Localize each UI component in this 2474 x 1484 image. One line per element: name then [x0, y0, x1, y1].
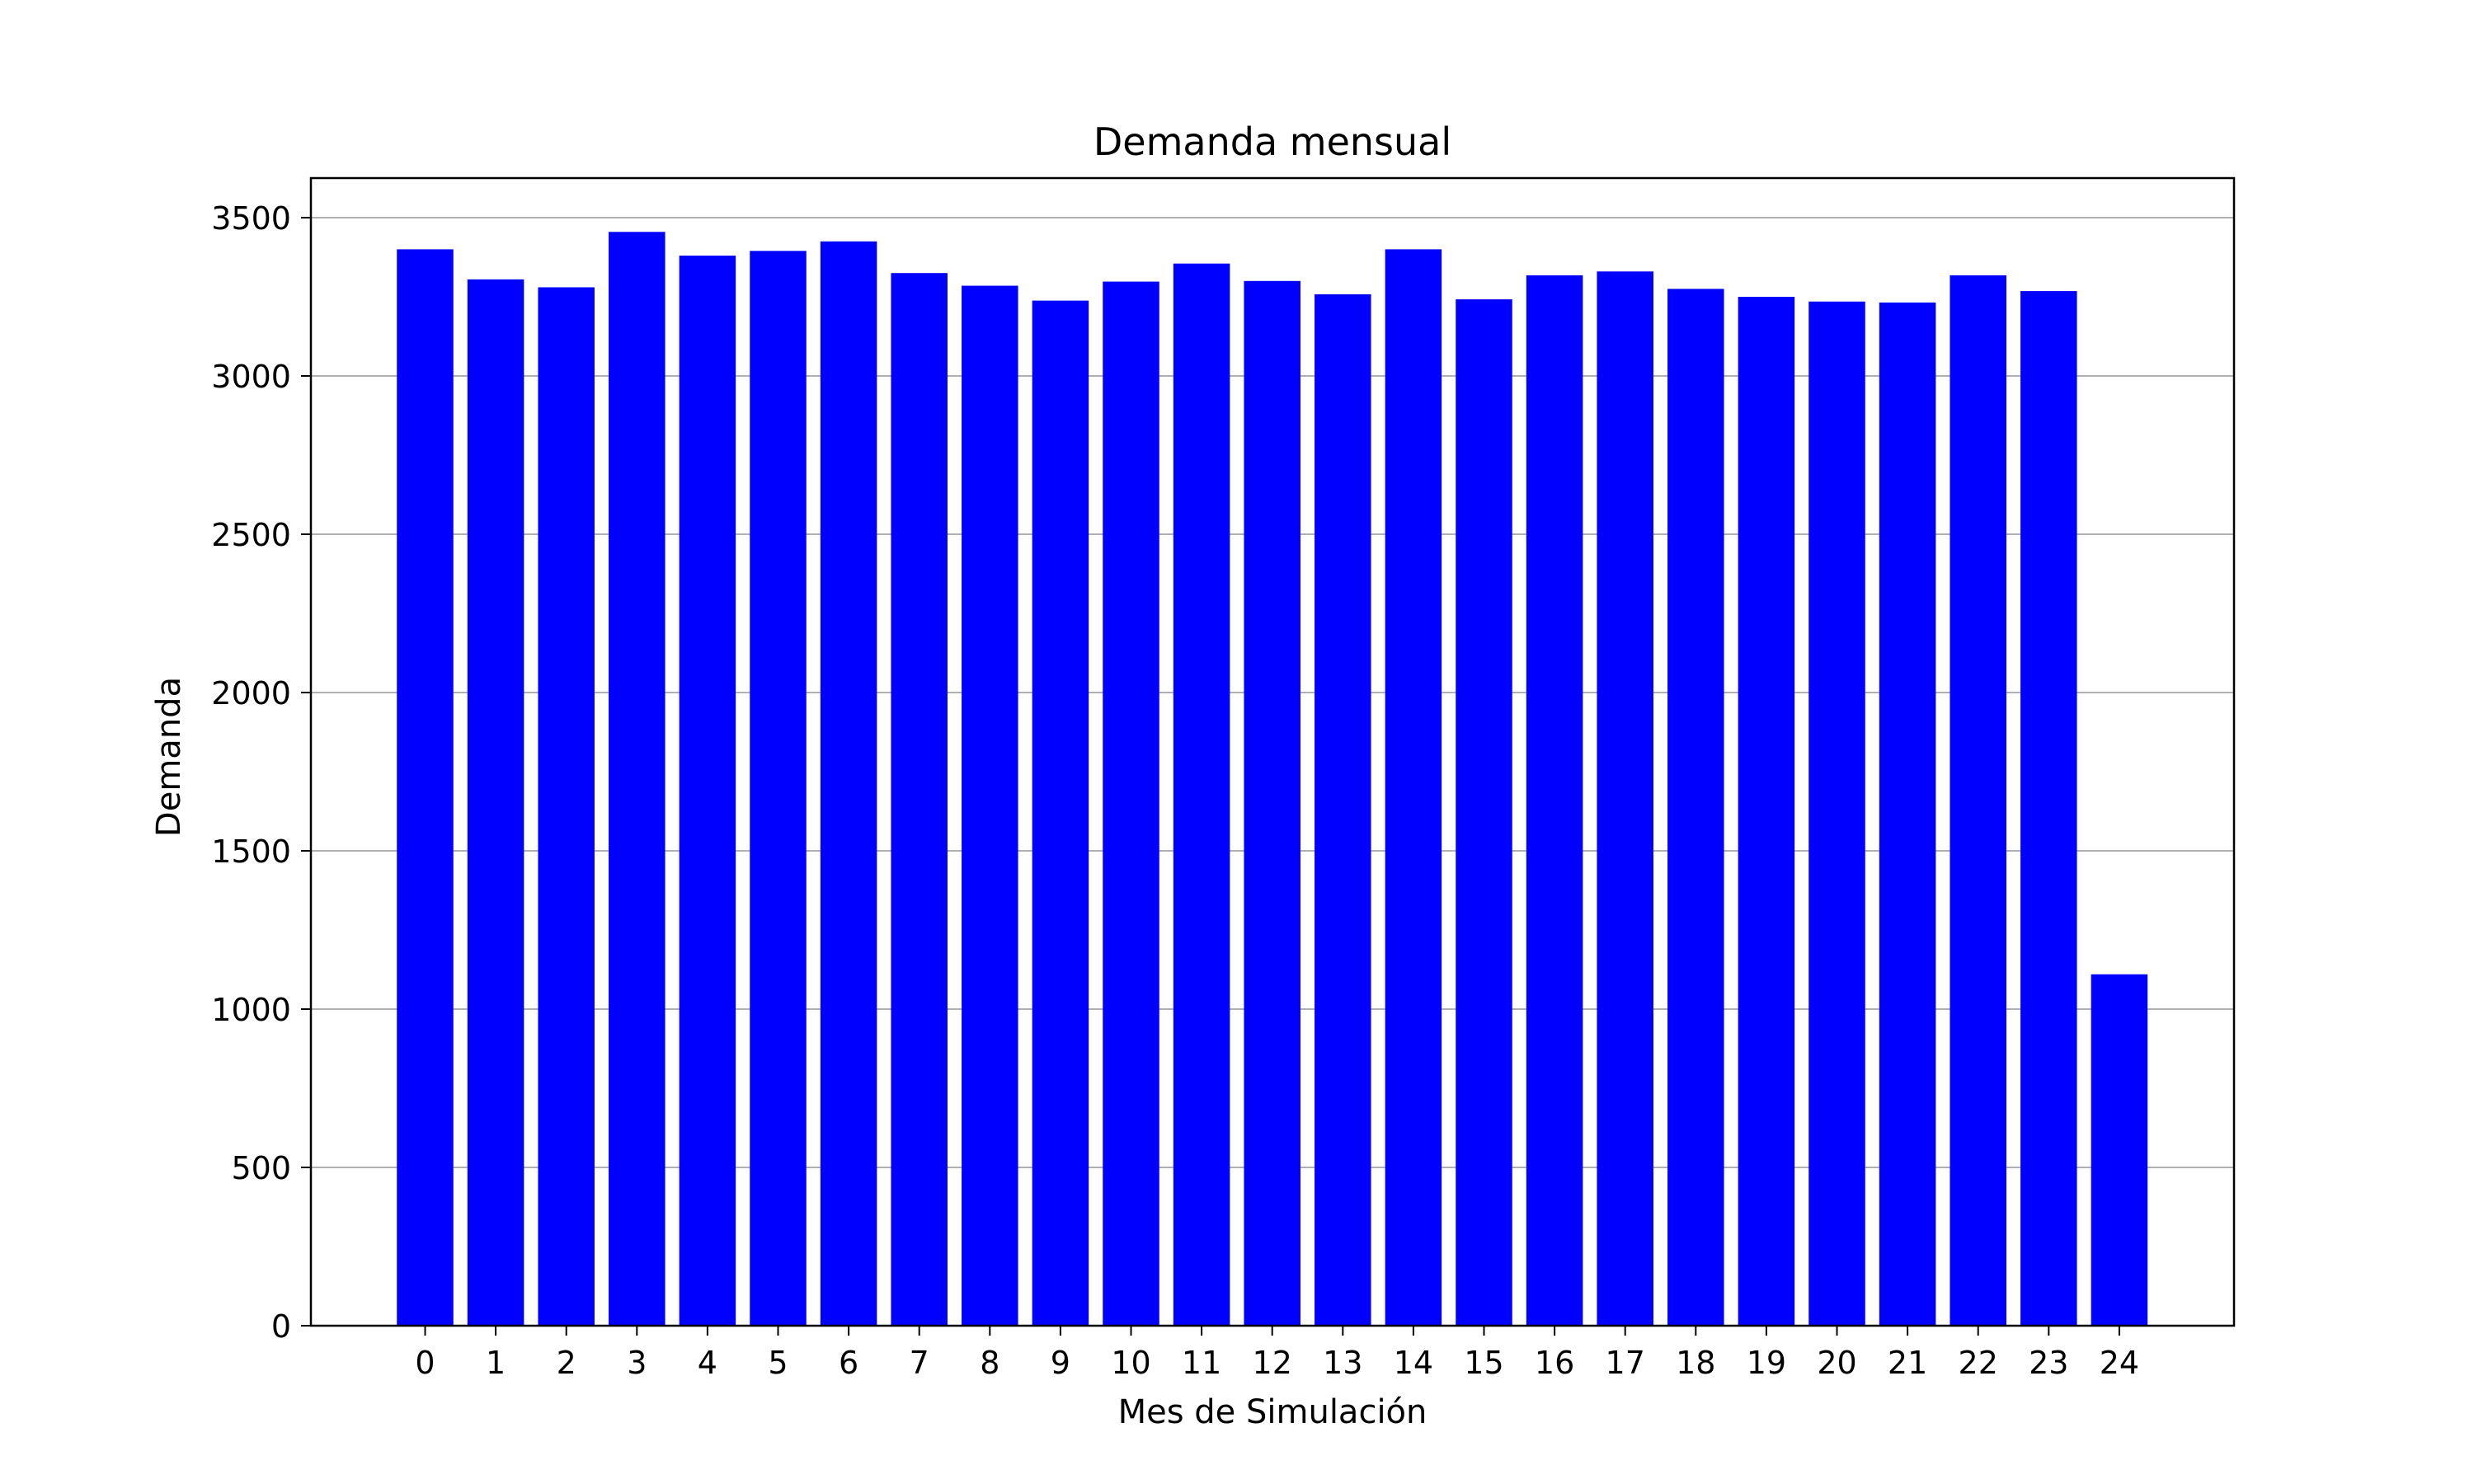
x-tick-label: 20	[1817, 1345, 1856, 1381]
x-tick-label: 18	[1676, 1345, 1715, 1381]
chart-title: Demanda mensual	[1094, 120, 1451, 164]
x-tick-label: 12	[1253, 1345, 1292, 1381]
x-tick-label: 24	[2100, 1345, 2139, 1381]
x-tick-label: 13	[1323, 1345, 1362, 1381]
bar-16	[1526, 275, 1583, 1327]
x-tick-label: 9	[1051, 1345, 1070, 1381]
y-tick-label: 3500	[211, 200, 291, 237]
y-tick-label: 2500	[211, 517, 291, 553]
bar-20	[1808, 301, 1865, 1326]
bar-7	[891, 273, 948, 1327]
x-tick-label: 5	[768, 1345, 788, 1381]
bar-19	[1738, 297, 1795, 1326]
bar-6	[820, 241, 877, 1326]
x-tick-label: 22	[1959, 1345, 1998, 1381]
bars	[397, 232, 2148, 1327]
bar-17	[1597, 271, 1653, 1326]
x-axis-label: Mes de Simulación	[1118, 1393, 1427, 1431]
y-axis-label: Demanda	[150, 677, 188, 837]
bar-10	[1103, 281, 1159, 1326]
bar-0	[397, 249, 454, 1326]
bar-1	[467, 279, 524, 1326]
x-tick-label: 23	[2029, 1345, 2068, 1381]
x-tick-label: 4	[698, 1345, 717, 1381]
x-tick-label: 2	[557, 1345, 576, 1381]
x-tick-label: 21	[1888, 1345, 1927, 1381]
x-tick-label: 19	[1747, 1345, 1786, 1381]
bar-18	[1667, 289, 1724, 1326]
x-tick-label: 6	[839, 1345, 858, 1381]
x-tick-label: 0	[415, 1345, 435, 1381]
x-tick-label: 7	[910, 1345, 929, 1381]
x-tick-label: 17	[1606, 1345, 1645, 1381]
bar-22	[1950, 275, 2006, 1327]
x-tick-label: 16	[1535, 1345, 1574, 1381]
bar-14	[1385, 249, 1442, 1326]
y-tick-label: 2000	[211, 675, 291, 711]
x-tick-label: 1	[486, 1345, 506, 1381]
y-tick-label: 500	[231, 1150, 291, 1186]
bar-23	[2020, 291, 2077, 1326]
bar-5	[750, 251, 807, 1326]
bar-2	[538, 287, 595, 1327]
x-tick-label: 3	[627, 1345, 647, 1381]
x-tick-label: 15	[1464, 1345, 1503, 1381]
bar-12	[1244, 280, 1300, 1326]
bar-24	[2091, 974, 2148, 1326]
bar-15	[1456, 299, 1512, 1326]
y-tick-label: 1500	[211, 834, 291, 870]
x-axis-ticks: 0 1 2 3 4 5 6 7 8 9 10 11 12 13 14 15 16 17 18 19 20 21 22 23 24	[415, 1326, 2139, 1381]
bar-8	[962, 285, 1018, 1326]
bar-21	[1879, 302, 1936, 1326]
bar-13	[1315, 294, 1371, 1327]
y-tick-label: 0	[271, 1308, 291, 1345]
x-tick-label: 10	[1111, 1345, 1150, 1381]
y-tick-label: 3000	[211, 359, 291, 395]
y-tick-label: 1000	[211, 992, 291, 1028]
x-tick-label: 8	[980, 1345, 999, 1381]
x-tick-label: 11	[1182, 1345, 1221, 1381]
bar-9	[1032, 300, 1089, 1326]
bar-4	[679, 256, 736, 1327]
bar-3	[609, 232, 666, 1326]
y-axis-ticks: 0 500 1000 1500 2000 2500 3000 3500	[211, 200, 311, 1345]
x-tick-label: 14	[1394, 1345, 1433, 1381]
bar-11	[1173, 263, 1230, 1327]
